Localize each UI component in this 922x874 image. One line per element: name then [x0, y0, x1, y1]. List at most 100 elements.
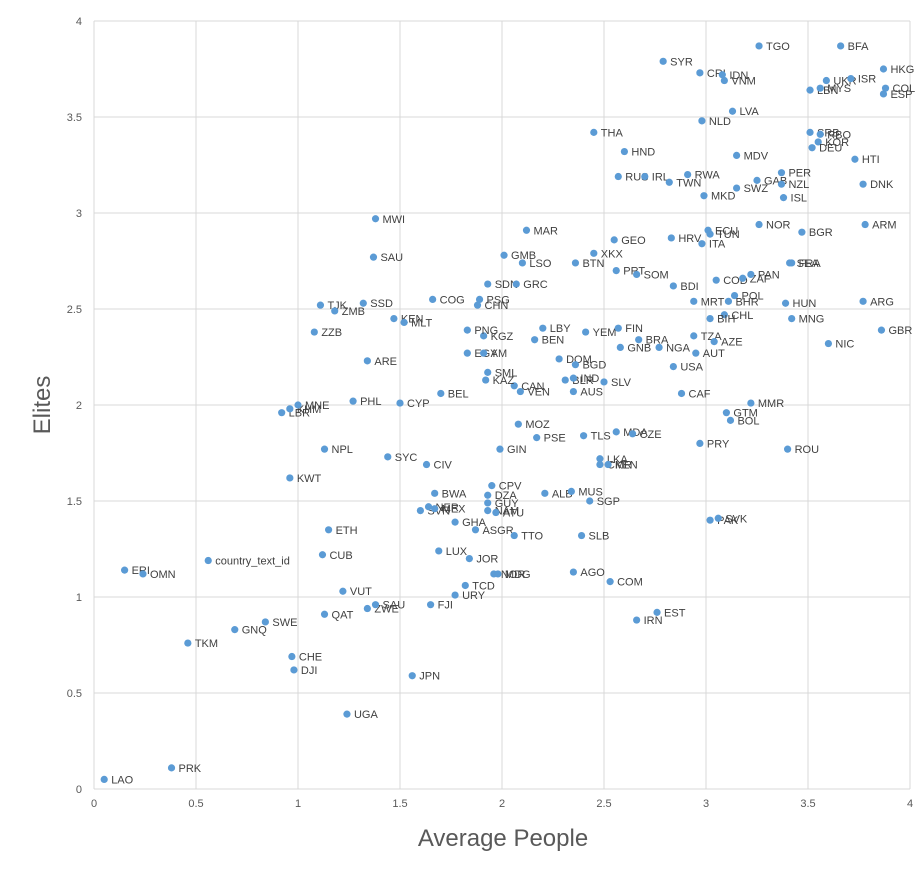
point-label: CYP — [407, 398, 430, 410]
data-point — [488, 482, 496, 490]
data-point — [684, 171, 692, 179]
data-point — [859, 180, 867, 188]
y-tick-label: 3.5 — [67, 112, 82, 124]
data-point — [667, 234, 675, 242]
data-point — [451, 591, 459, 599]
data-point — [318, 551, 327, 559]
point-label: VNM — [731, 76, 755, 88]
x-tick-label: 1 — [295, 798, 301, 810]
data-point — [698, 117, 706, 125]
gridlines — [93, 20, 911, 790]
point-label: TKM — [195, 638, 218, 650]
data-point — [816, 84, 824, 92]
point-label: CAN — [521, 381, 544, 393]
point-label: MYS — [827, 83, 851, 95]
point-label: BWA — [442, 488, 467, 500]
point-label: FRA — [799, 258, 822, 270]
data-point — [806, 128, 814, 136]
point-label: ZZB — [321, 327, 342, 339]
data-point — [204, 556, 212, 565]
data-point — [286, 474, 294, 482]
data-point — [779, 194, 788, 202]
data-point — [569, 374, 578, 382]
data-point — [294, 401, 302, 409]
y-tick-label: 4 — [76, 16, 82, 28]
data-point — [567, 487, 575, 495]
data-point — [400, 318, 408, 327]
point-label: BEL — [448, 388, 469, 400]
data-point — [363, 357, 371, 365]
data-point — [720, 311, 728, 319]
data-point — [612, 428, 620, 436]
point-label: DEU — [819, 143, 842, 155]
point-label: KWT — [297, 473, 322, 485]
y-axis-title: Elites — [29, 376, 56, 435]
data-point — [610, 236, 618, 244]
point-label: PER — [788, 168, 811, 180]
point-label: PSE — [544, 433, 566, 445]
data-point — [788, 315, 796, 323]
data-point — [427, 601, 435, 609]
point-label: CIV — [434, 460, 453, 472]
data-point — [363, 604, 371, 613]
data-point — [881, 84, 890, 92]
data-point — [339, 587, 347, 595]
point-label: LUX — [446, 546, 468, 558]
data-point — [755, 42, 763, 50]
data-point — [139, 570, 147, 578]
data-point — [580, 432, 588, 440]
data-point — [514, 420, 522, 428]
point-label: SAU — [383, 600, 406, 612]
data-point — [512, 280, 520, 288]
data-point — [747, 399, 755, 407]
data-point — [633, 616, 641, 624]
y-tick-label: 0 — [76, 784, 82, 796]
data-point — [408, 672, 416, 680]
point-label: DNK — [870, 179, 894, 191]
data-point — [614, 172, 622, 181]
point-label: HKG — [890, 64, 914, 76]
data-point — [706, 230, 714, 238]
point-label: CHL — [731, 310, 753, 322]
data-point — [879, 90, 888, 98]
point-label: MEX — [442, 504, 467, 516]
point-label: BIH — [717, 314, 735, 326]
point-label: NOR — [766, 220, 791, 232]
point-label: PRY — [707, 438, 730, 450]
point-label: MDV — [744, 150, 769, 162]
point-label: LBY — [550, 323, 571, 335]
data-point — [755, 220, 763, 229]
point-label: BHR — [735, 296, 758, 308]
data-point — [722, 409, 731, 417]
data-point — [600, 378, 608, 386]
point-label: GUY — [495, 498, 519, 510]
point-label: MDG — [505, 569, 531, 581]
y-tick-label: 2 — [76, 400, 82, 412]
x-tick-label: 2.5 — [596, 798, 611, 810]
point-label: CZE — [640, 429, 662, 441]
point-label: KAZ — [493, 375, 515, 387]
point-label: IRN — [644, 615, 663, 627]
x-axis-title: Average People — [418, 825, 588, 852]
x-tick-label: 1.5 — [392, 798, 407, 810]
point-label: SGP — [597, 496, 620, 508]
point-label: ARM — [872, 220, 896, 232]
point-label: BGD — [582, 360, 606, 372]
data-point — [424, 503, 433, 511]
point-label: DJI — [301, 665, 318, 677]
point-label: AUT — [703, 348, 725, 360]
data-point — [496, 445, 504, 453]
data-point — [371, 601, 380, 609]
point-label: BEN — [542, 335, 565, 347]
data-point — [359, 299, 367, 307]
point-label: GHA — [462, 517, 487, 529]
data-point — [728, 107, 737, 115]
point-label: IND — [580, 373, 599, 385]
point-label: MMR — [758, 398, 784, 410]
data-point — [480, 349, 488, 357]
data-point — [753, 176, 761, 184]
data-point — [798, 228, 806, 236]
data-point — [463, 326, 471, 334]
point-label: MRT — [701, 296, 725, 308]
